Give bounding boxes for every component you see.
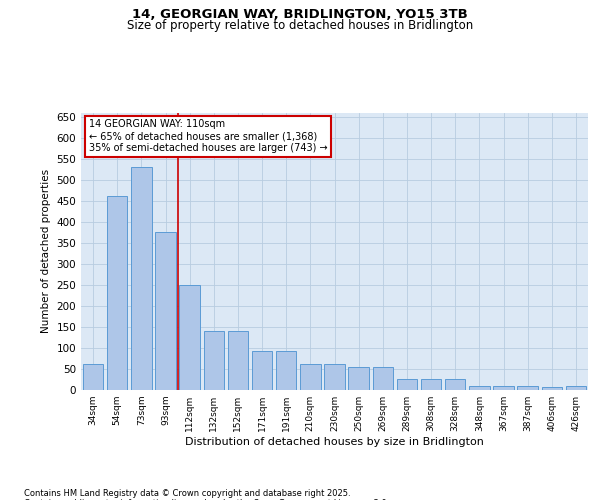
Bar <box>397 380 417 390</box>
Bar <box>445 380 466 390</box>
Text: Contains HM Land Registry data © Crown copyright and database right 2025.: Contains HM Land Registry data © Crown c… <box>24 488 350 498</box>
Bar <box>469 386 490 390</box>
Bar <box>373 367 393 390</box>
Bar <box>517 386 538 390</box>
Bar <box>421 380 442 390</box>
Bar <box>179 285 200 390</box>
Bar <box>566 386 586 390</box>
Bar <box>276 352 296 390</box>
Text: Contains public sector information licensed under the Open Government Licence v3: Contains public sector information licen… <box>24 498 389 500</box>
Bar <box>83 364 103 390</box>
Bar <box>300 364 320 390</box>
Bar <box>324 364 345 390</box>
Bar <box>542 388 562 390</box>
Bar <box>131 167 152 390</box>
Y-axis label: Number of detached properties: Number of detached properties <box>41 169 51 334</box>
X-axis label: Distribution of detached houses by size in Bridlington: Distribution of detached houses by size … <box>185 437 484 447</box>
Text: 14 GEORGIAN WAY: 110sqm
← 65% of detached houses are smaller (1,368)
35% of semi: 14 GEORGIAN WAY: 110sqm ← 65% of detache… <box>89 120 327 152</box>
Bar <box>227 331 248 390</box>
Bar <box>252 352 272 390</box>
Text: 14, GEORGIAN WAY, BRIDLINGTON, YO15 3TB: 14, GEORGIAN WAY, BRIDLINGTON, YO15 3TB <box>132 8 468 20</box>
Bar <box>107 196 127 390</box>
Bar <box>203 331 224 390</box>
Text: Size of property relative to detached houses in Bridlington: Size of property relative to detached ho… <box>127 19 473 32</box>
Bar <box>155 232 176 390</box>
Bar <box>349 367 369 390</box>
Bar <box>493 386 514 390</box>
